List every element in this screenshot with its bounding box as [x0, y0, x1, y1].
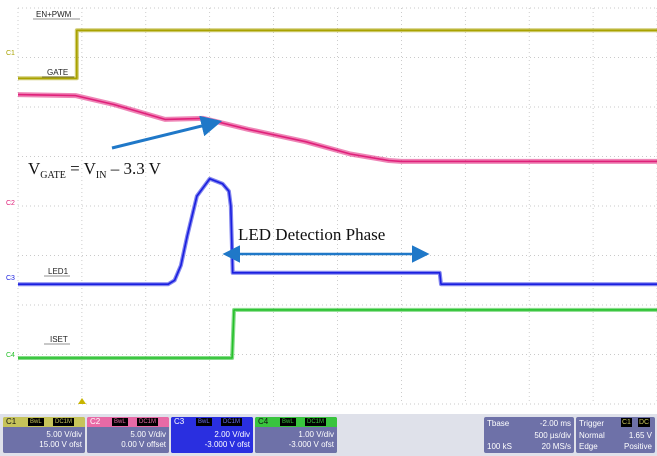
channel-box-c2-tag1: BwL — [112, 418, 128, 426]
trigger-label: Trigger — [579, 419, 605, 428]
channel-box-c3-scale: 2.00 V/div — [214, 430, 250, 439]
vgate-equals: = V — [66, 159, 97, 178]
channel-box-c1-tag1: BwL — [28, 418, 44, 426]
vgate-v: V — [28, 159, 41, 178]
trace-gate — [17, 93, 657, 163]
status-bar: C1 BwL DC1M 5.00 V/div 15.00 V ofst C2 B… — [0, 414, 657, 456]
channel-box-c4[interactable]: C4 BwL DC1M 1.00 V/div -3.000 V ofst — [255, 417, 337, 453]
trace-en-pwm — [18, 29, 657, 80]
channel-box-c3[interactable]: C3 BwL DC1M 2.00 V/div -3.000 V ofst — [171, 417, 253, 453]
channel-box-c1-tag2: DC1M — [53, 418, 75, 426]
trace-labels: EN+PWM GATE LED1 ISET — [33, 10, 80, 345]
trigger-level: 1.65 V — [628, 431, 652, 440]
trace-group — [17, 28, 657, 360]
channel-box-c2-name: C2 — [90, 417, 101, 426]
channel-box-c4-offset: -3.000 V ofst — [288, 440, 334, 449]
trace-led1 — [18, 178, 657, 286]
channel-box-c1-scale: 5.00 V/div — [46, 430, 82, 439]
channel-box-c2-offset: 0.00 V offset — [121, 440, 166, 449]
trace-label-en-pwm: EN+PWM — [36, 10, 72, 19]
channel-box-c4-name: C4 — [258, 417, 269, 426]
channel-marker-c2: C2 — [6, 200, 15, 207]
vgate-annotation: VGATE = VIN – 3.3 V — [28, 115, 223, 181]
trigger-slope: Positive — [623, 442, 652, 451]
svg-text:VGATE = VIN – 3.3 V: VGATE = VIN – 3.3 V — [28, 159, 162, 181]
sample-rate: 20 MS/s — [541, 442, 571, 451]
channel-box-c4-tag2: DC1M — [305, 418, 327, 426]
timebase-box[interactable]: Tbase -2.00 ms 500 µs/div 100 kS 20 MS/s — [484, 417, 574, 453]
trace-iset — [18, 309, 657, 359]
channel-box-c2[interactable]: C2 BwL DC1M 5.00 V/div 0.00 V offset — [87, 417, 169, 453]
channel-marker-c4: C4 — [6, 352, 15, 359]
channel-box-c4-tag1: BwL — [280, 418, 296, 426]
time-per-div: 500 µs/div — [534, 431, 571, 440]
trace-en-pwm-band — [18, 28, 657, 81]
channel-box-c3-offset: -3.000 V ofst — [204, 440, 250, 449]
trace-label-gate: GATE — [47, 68, 68, 77]
channel-box-c3-tag2: DC1M — [221, 418, 243, 426]
channel-box-c1-name: C1 — [6, 417, 17, 426]
channel-box-c2-scale: 5.00 V/div — [130, 430, 166, 439]
channel-marker-c3: C3 — [6, 275, 15, 282]
channel-marker-c1: C1 — [6, 50, 15, 57]
trigger-type: Edge — [579, 442, 598, 451]
timebase-label: Tbase — [487, 419, 510, 428]
channel-box-c3-tag1: BwL — [196, 418, 212, 426]
trigger-mode: Normal — [579, 431, 605, 440]
sample-count: 100 kS — [487, 442, 512, 451]
trigger-marker — [78, 398, 86, 404]
trace-iset-band — [18, 307, 657, 360]
channel-box-c3-name: C3 — [174, 417, 185, 426]
trace-label-iset: ISET — [50, 335, 68, 344]
timebase-value: -2.00 ms — [539, 419, 571, 428]
channel-box-c1-offset: 15.00 V ofst — [39, 440, 82, 449]
phase-label: LED Detection Phase — [238, 225, 385, 244]
trigger-box[interactable]: Trigger C1 DC Normal 1.65 V Edge Positiv… — [576, 417, 655, 453]
vgate-minus: – 3.3 V — [106, 159, 161, 178]
trigger-channel: C1 — [621, 418, 632, 427]
channel-box-c2-tag2: DC1M — [137, 418, 159, 426]
vin-subscript: IN — [96, 170, 107, 181]
trigger-coupling: DC — [638, 418, 651, 427]
channel-markers: C1 C2 C3 C4 — [6, 50, 15, 359]
phase-annotation: LED Detection Phase — [222, 225, 430, 263]
vgate-subscript: GATE — [40, 170, 66, 181]
channel-box-c1[interactable]: C1 BwL DC1M 5.00 V/div 15.00 V ofst — [3, 417, 85, 453]
channel-box-c4-scale: 1.00 V/div — [298, 430, 334, 439]
trace-label-led1: LED1 — [48, 267, 69, 276]
grid-lines — [17, 7, 657, 405]
vgate-arrow — [111, 115, 223, 150]
